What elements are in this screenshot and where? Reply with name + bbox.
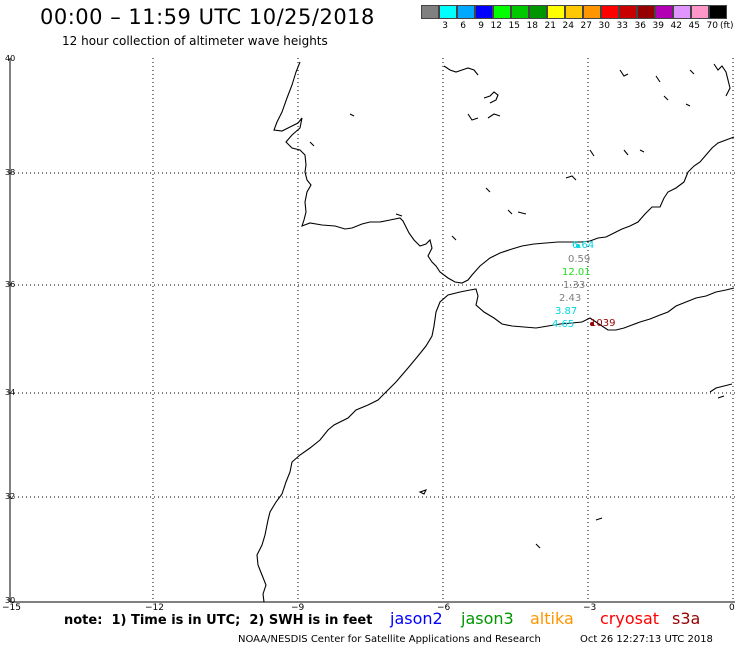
legend-swatch <box>601 5 619 19</box>
color-legend: 3 6 9 12 15 18 21 24 27 30 33 36 39 42 45 70 (ft) <box>421 5 734 33</box>
units-note: note: 1) Time is in UTC; 2) SWH is in fe… <box>64 613 373 628</box>
legend-swatch <box>457 5 475 19</box>
x-tick-label: −15 <box>2 603 21 613</box>
satellite-label-jason2: jason2 <box>390 609 443 628</box>
legend-swatch <box>547 5 565 19</box>
map-subtitle: 12 hour collection of altimeter wave hei… <box>62 34 328 48</box>
wave-height-label: 12.01 <box>562 267 591 278</box>
legend-label: 21 <box>544 21 556 31</box>
legend-label: 45 <box>688 21 700 31</box>
legend-swatch <box>619 5 637 19</box>
map-gridlines <box>10 58 735 602</box>
legend-swatch <box>709 5 727 19</box>
satellite-label-altika: altika <box>530 609 574 628</box>
legend-swatch <box>493 5 511 19</box>
y-tick-label: 30 <box>5 596 16 605</box>
legend-label: 6 <box>460 21 466 31</box>
y-tick-label: 32 <box>5 492 16 501</box>
satellite-label-s3a: s3a <box>672 609 701 628</box>
x-tick-label: −3 <box>583 603 597 613</box>
y-tick-label: 36 <box>5 280 16 289</box>
y-tick-label: 34 <box>5 388 16 397</box>
legend-swatch <box>691 5 709 19</box>
wave-height-label: 6.64 <box>572 240 595 251</box>
legend-swatch <box>565 5 583 19</box>
legend-swatch <box>673 5 691 19</box>
legend-label: 15 <box>508 21 520 31</box>
wave-height-label: 0.59 <box>568 254 591 265</box>
generation-timestamp: Oct 26 12:27:13 UTC 2018 <box>580 634 713 645</box>
legend-swatches <box>421 5 727 19</box>
satellite-label-jason3: jason3 <box>461 609 514 628</box>
map-title: 00:00 – 11:59 UTC 10/25/2018 <box>40 5 375 29</box>
legend-label: 33 <box>616 21 628 31</box>
wave-height-label: 3.87 <box>555 306 578 317</box>
observation-points <box>576 244 594 326</box>
legend-swatch <box>529 5 547 19</box>
legend-swatch <box>655 5 673 19</box>
wave-height-label: 4.65 <box>552 319 575 330</box>
x-tick-label: −6 <box>437 603 451 613</box>
legend-label: 9 <box>478 21 484 31</box>
credit-line: NOAA/NESDIS Center for Satellite Applica… <box>238 634 541 645</box>
legend-label: 24 <box>562 21 574 31</box>
x-tick-label: 0 <box>729 603 735 613</box>
x-tick-label: −12 <box>145 603 164 613</box>
legend-label: 30 <box>598 21 610 31</box>
satellite-label-cryosat: cryosat <box>600 609 660 628</box>
y-tick-label: 40 <box>5 54 16 63</box>
wave-height-label: 1039 <box>590 318 616 329</box>
legend-label: 42 <box>670 21 682 31</box>
legend-label: 36 <box>634 21 646 31</box>
legend-swatch <box>421 5 439 19</box>
x-tick-label: −9 <box>291 603 305 613</box>
y-tick-label: 38 <box>5 168 16 177</box>
legend-label: 18 <box>526 21 538 31</box>
legend-unit: (ft) <box>720 21 734 31</box>
legend-label: 12 <box>490 21 502 31</box>
legend-label: 3 <box>442 21 448 31</box>
legend-swatch <box>475 5 493 19</box>
wave-height-label: 2.43 <box>559 293 582 304</box>
legend-label: 70 <box>706 21 718 31</box>
legend-labels: 3 6 9 12 15 18 21 24 27 30 33 36 39 42 45 70 (ft) <box>421 19 733 33</box>
legend-label: 27 <box>580 21 592 31</box>
legend-label: 39 <box>652 21 664 31</box>
wave-height-label: 1.33 <box>563 280 586 291</box>
legend-swatch <box>439 5 457 19</box>
coastlines <box>256 61 735 603</box>
legend-swatch <box>637 5 655 19</box>
legend-swatch <box>583 5 601 19</box>
legend-swatch <box>511 5 529 19</box>
